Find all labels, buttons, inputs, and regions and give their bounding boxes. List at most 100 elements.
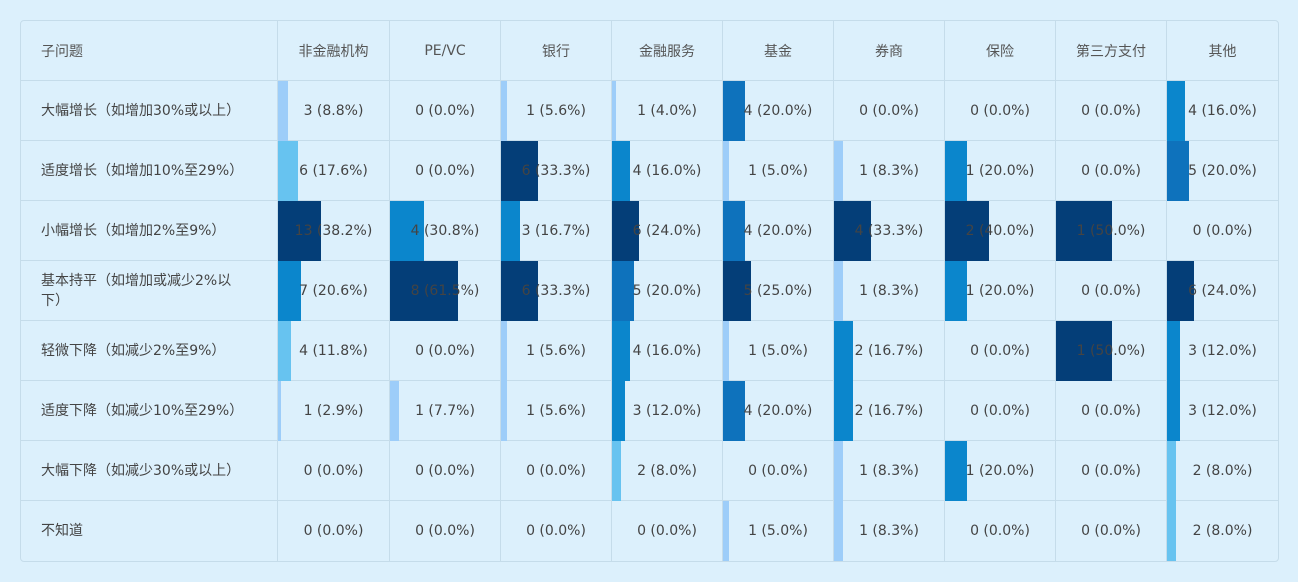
cell-value: 3 (12.0%) xyxy=(632,403,702,419)
data-bar xyxy=(834,501,844,561)
row-label-cell: 大幅增长（如增加30%或以上） xyxy=(21,81,278,141)
cell-value: 0 (0.0%) xyxy=(637,523,697,539)
cell-value: 4 (16.0%) xyxy=(1188,103,1257,119)
cell-value: 6 (33.3%) xyxy=(521,163,591,179)
data-cell: 0 (0.0%) xyxy=(1056,381,1167,441)
row-label: 基本持平（如增加或减少2%以下） xyxy=(41,273,232,309)
cell-value: 2 (8.0%) xyxy=(637,463,697,479)
data-cell: 1 (8.3%) xyxy=(834,261,945,321)
data-cell: 4 (20.0%) xyxy=(723,381,834,441)
row-label: 大幅下降（如减少30%或以上） xyxy=(41,463,241,479)
data-bar xyxy=(1167,261,1194,321)
cell-value: 1 (8.3%) xyxy=(859,163,919,179)
cell-value: 1 (8.3%) xyxy=(859,463,919,479)
data-cell: 0 (0.0%) xyxy=(945,381,1056,441)
row-label: 大幅增长（如增加30%或以上） xyxy=(41,103,241,119)
cell-value: 4 (20.0%) xyxy=(743,103,813,119)
data-bar xyxy=(501,141,538,201)
data-bar xyxy=(1167,321,1181,381)
cell-value: 2 (8.0%) xyxy=(1192,523,1253,539)
row-label-cell: 适度增长（如增加10%至29%） xyxy=(21,141,278,201)
data-cell: 1 (8.3%) xyxy=(834,501,945,561)
data-bar xyxy=(723,261,751,321)
cell-value: 4 (20.0%) xyxy=(743,223,813,239)
cell-value: 1 (5.0%) xyxy=(748,523,808,539)
cell-value: 1 (5.6%) xyxy=(526,343,586,359)
table-row: 不知道 0 (0.0%) 0 (0.0%) 0 (0.0%) 0 (0.0%) 1 (5.… xyxy=(21,501,1278,561)
data-cell: 4 (20.0%) xyxy=(723,201,834,261)
data-bar xyxy=(390,261,459,321)
data-bar xyxy=(390,381,399,441)
column-header: 第三方支付 xyxy=(1056,21,1167,81)
cell-value: 13 (38.2%) xyxy=(294,223,373,239)
table-row: 适度下降（如减少10%至29%） 1 (2.9%) 1 (7.7%) 1 (5.6%)… xyxy=(21,381,1278,441)
column-header: PE/VC xyxy=(390,21,501,81)
data-bar xyxy=(1167,81,1185,141)
cell-value: 0 (0.0%) xyxy=(859,103,919,119)
data-cell: 1 (20.0%) xyxy=(945,441,1056,501)
table-row: 小幅增长（如增加2%至9%） 13 (38.2%) 4 (30.8%) 3 (16.7… xyxy=(21,201,1278,261)
cell-value: 2 (16.7%) xyxy=(854,403,924,419)
data-cell: 0 (0.0%) xyxy=(1056,81,1167,141)
cell-value: 1 (20.0%) xyxy=(965,463,1035,479)
data-bar xyxy=(945,441,968,501)
data-bar xyxy=(834,321,853,381)
data-cell: 0 (0.0%) xyxy=(390,141,501,201)
row-label-cell: 轻微下降（如减少2%至9%） xyxy=(21,321,278,381)
cell-value: 0 (0.0%) xyxy=(748,463,808,479)
data-bar xyxy=(501,261,538,321)
cell-value: 5 (25.0%) xyxy=(743,283,813,299)
cell-value: 0 (0.0%) xyxy=(415,343,475,359)
row-label-cell: 适度下降（如减少10%至29%） xyxy=(21,381,278,441)
data-cell: 0 (0.0%) xyxy=(390,501,501,561)
data-cell: 2 (16.7%) xyxy=(834,321,945,381)
cell-value: 0 (0.0%) xyxy=(1081,283,1141,299)
data-cell: 1 (50.0%) xyxy=(1056,321,1167,381)
table-row: 适度增长（如增加10%至29%） 6 (17.6%) 0 (0.0%) 6 (33.3… xyxy=(21,141,1278,201)
cell-value: 4 (11.8%) xyxy=(299,343,368,359)
cell-value: 3 (8.8%) xyxy=(303,103,364,119)
column-header-label: 保险 xyxy=(986,44,1014,60)
data-cell: 4 (11.8%) xyxy=(278,321,390,381)
data-bar xyxy=(945,201,990,261)
cell-value: 0 (0.0%) xyxy=(415,163,475,179)
cell-value: 1 (50.0%) xyxy=(1076,223,1146,239)
cell-value: 6 (24.0%) xyxy=(632,223,702,239)
row-label-cell: 大幅下降（如减少30%或以上） xyxy=(21,441,278,501)
data-cell: 3 (8.8%) xyxy=(278,81,390,141)
data-bar xyxy=(1056,321,1112,381)
data-bar xyxy=(723,321,729,381)
data-cell: 2 (16.7%) xyxy=(834,381,945,441)
data-bar xyxy=(1167,141,1190,201)
data-cell: 2 (40.0%) xyxy=(945,201,1056,261)
cell-value: 1 (4.0%) xyxy=(637,103,697,119)
data-cell: 0 (0.0%) xyxy=(945,81,1056,141)
cell-value: 1 (8.3%) xyxy=(859,523,919,539)
data-cell: 1 (8.3%) xyxy=(834,141,945,201)
column-header-label: 基金 xyxy=(764,44,792,60)
data-cell: 8 (61.5%) xyxy=(390,261,501,321)
data-cell: 3 (12.0%) xyxy=(1167,321,1278,381)
data-cell: 4 (16.0%) xyxy=(612,321,723,381)
data-bar xyxy=(1167,381,1181,441)
data-bar xyxy=(723,81,746,141)
cell-value: 0 (0.0%) xyxy=(415,463,475,479)
data-cell: 1 (5.0%) xyxy=(723,141,834,201)
data-bar xyxy=(501,201,520,261)
data-bar xyxy=(834,261,844,321)
data-cell: 1 (4.0%) xyxy=(612,81,723,141)
cell-value: 0 (0.0%) xyxy=(1192,223,1253,239)
data-cell: 1 (20.0%) xyxy=(945,261,1056,321)
cell-value: 2 (16.7%) xyxy=(854,343,924,359)
data-cell: 5 (20.0%) xyxy=(612,261,723,321)
table-row: 基本持平（如增加或减少2%以下） 7 (20.6%) 8 (61.5%) 6 (33.… xyxy=(21,261,1278,321)
cell-value: 8 (61.5%) xyxy=(410,283,480,299)
cell-value: 3 (16.7%) xyxy=(521,223,591,239)
column-header-label: 券商 xyxy=(875,44,903,60)
row-label: 轻微下降（如减少2%至9%） xyxy=(41,343,226,359)
data-cell: 6 (24.0%) xyxy=(612,201,723,261)
row-label: 不知道 xyxy=(41,523,83,539)
cell-value: 4 (16.0%) xyxy=(632,163,702,179)
cell-value: 4 (30.8%) xyxy=(410,223,480,239)
data-bar xyxy=(723,381,746,441)
